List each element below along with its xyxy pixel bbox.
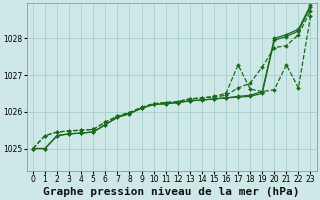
X-axis label: Graphe pression niveau de la mer (hPa): Graphe pression niveau de la mer (hPa)	[44, 186, 300, 197]
